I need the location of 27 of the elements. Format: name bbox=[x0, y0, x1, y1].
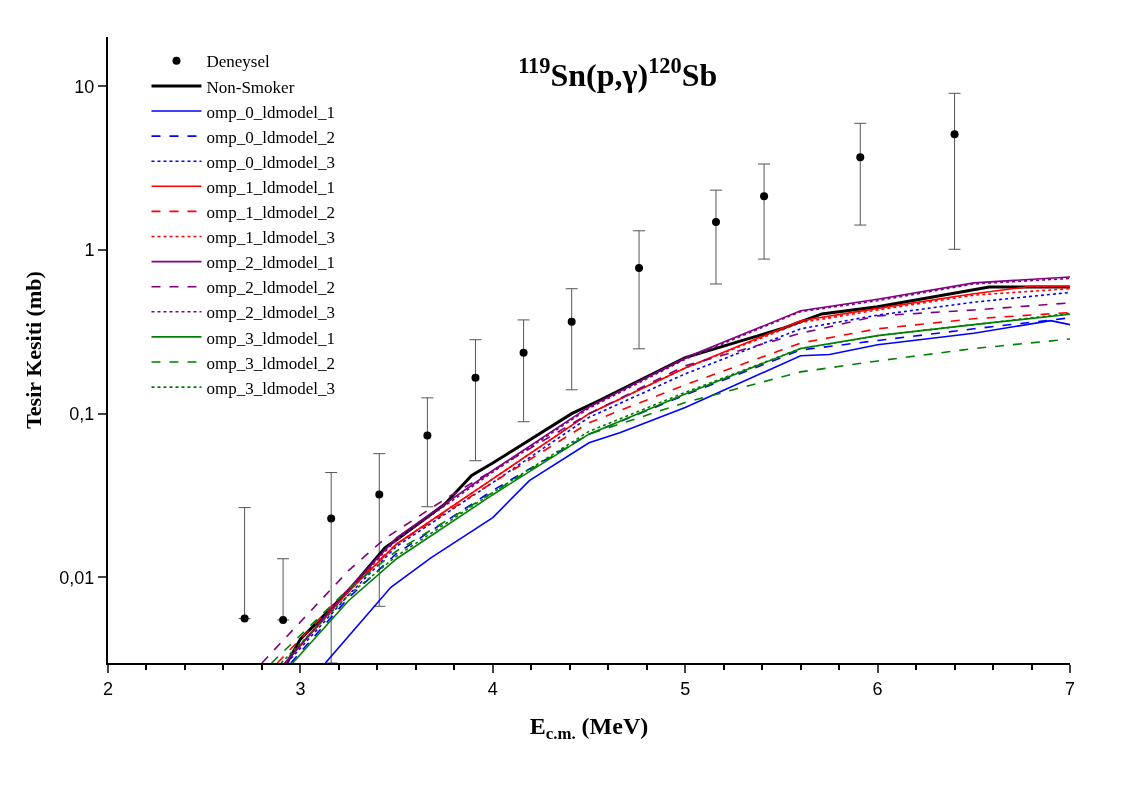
x-tick-label: 6 bbox=[872, 678, 883, 699]
y-tick-label: 0,01 bbox=[59, 567, 95, 588]
legend-label: omp_1_ldmodel_2 bbox=[206, 203, 335, 223]
legend-label: omp_0_ldmodel_3 bbox=[206, 152, 335, 172]
legend-label: omp_3_ldmodel_2 bbox=[206, 353, 335, 373]
x-tick-label: 3 bbox=[295, 678, 306, 699]
legend-label: omp_2_ldmodel_2 bbox=[206, 278, 335, 298]
legend-label: omp_1_ldmodel_3 bbox=[206, 228, 335, 248]
legend-label: Deneysel bbox=[206, 52, 271, 72]
legend-label: omp_1_ldmodel_1 bbox=[206, 177, 335, 197]
legend-label: Non-Smoker bbox=[206, 77, 295, 97]
legend-label: omp_0_ldmodel_1 bbox=[206, 102, 335, 122]
x-tick-label: 7 bbox=[1064, 678, 1076, 699]
x-tick-label: 2 bbox=[102, 678, 114, 699]
x-tick-label: 4 bbox=[487, 678, 498, 699]
legend-label: omp_2_ldmodel_3 bbox=[206, 303, 335, 323]
x-tick-label: 5 bbox=[680, 678, 691, 699]
legend-label: omp_3_ldmodel_3 bbox=[206, 378, 335, 398]
y-tick-label: 0,1 bbox=[69, 403, 95, 424]
legend-label: omp_0_ldmodel_2 bbox=[206, 127, 335, 147]
legend-label: omp_3_ldmodel_1 bbox=[206, 328, 335, 348]
text: $^{119}$Sn(p,γ)$^{120}$Sb bbox=[518, 52, 718, 94]
y-tick-label: 1 bbox=[84, 240, 95, 261]
y-tick-label: 10 bbox=[74, 76, 95, 97]
y-axis-title: Tesir Kesiti (mb) bbox=[20, 271, 46, 429]
legend-label: omp_2_ldmodel_1 bbox=[206, 253, 335, 273]
x-axis-title: E$_{c.m.}$ (MeV) bbox=[529, 713, 649, 744]
